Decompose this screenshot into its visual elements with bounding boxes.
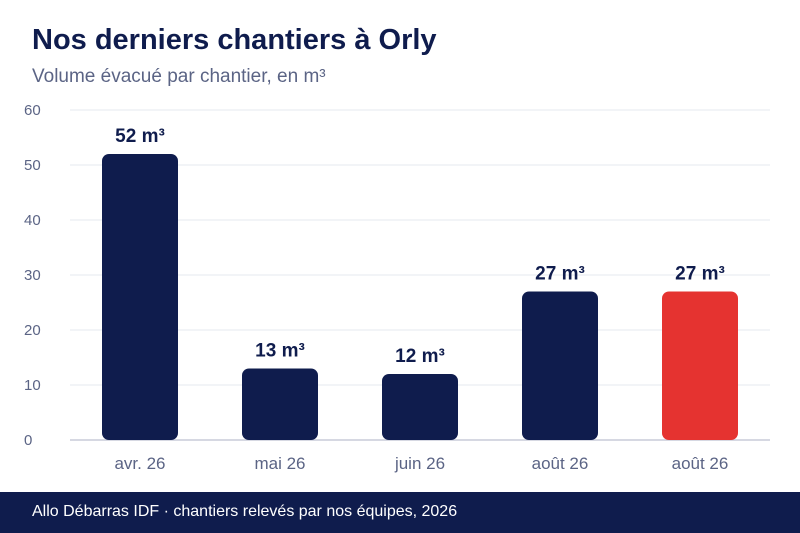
y-tick-label: 20 bbox=[24, 322, 41, 339]
data-label: 52 m³ bbox=[115, 126, 165, 147]
x-tick-label: juin 26 bbox=[394, 454, 445, 473]
footer-source: Allo Débarras IDF · chantiers relevés pa… bbox=[32, 503, 458, 520]
x-tick-label: août 26 bbox=[672, 454, 729, 473]
bar bbox=[522, 291, 598, 440]
bar bbox=[382, 374, 458, 440]
bar-chart: 0 10 20 30 40 50 60 52 m³ avr. 26 13 m³ mai 26 12 m… bbox=[24, 102, 770, 473]
y-tick-label: 10 bbox=[24, 377, 41, 394]
y-tick-label: 40 bbox=[24, 212, 41, 229]
chart-subtitle: Volume évacué par chantier, en m³ bbox=[32, 66, 326, 87]
y-tick-label: 60 bbox=[24, 102, 41, 119]
y-tick-label: 50 bbox=[24, 157, 41, 174]
data-label: 27 m³ bbox=[675, 264, 725, 285]
data-label: 12 m³ bbox=[395, 346, 445, 367]
bar bbox=[242, 368, 318, 440]
data-label: 13 m³ bbox=[255, 341, 305, 362]
x-tick-label: août 26 bbox=[532, 454, 589, 473]
data-label: 27 m³ bbox=[535, 264, 585, 285]
bar bbox=[102, 154, 178, 440]
footer-bar: Allo Débarras IDF · chantiers relevés pa… bbox=[0, 492, 800, 533]
chart-title: Nos derniers chantiers à Orly bbox=[32, 24, 437, 56]
x-tick-label: mai 26 bbox=[254, 454, 305, 473]
y-tick-label: 30 bbox=[24, 267, 41, 284]
y-tick-label: 0 bbox=[24, 432, 32, 449]
bar bbox=[662, 291, 738, 440]
x-tick-label: avr. 26 bbox=[114, 454, 165, 473]
